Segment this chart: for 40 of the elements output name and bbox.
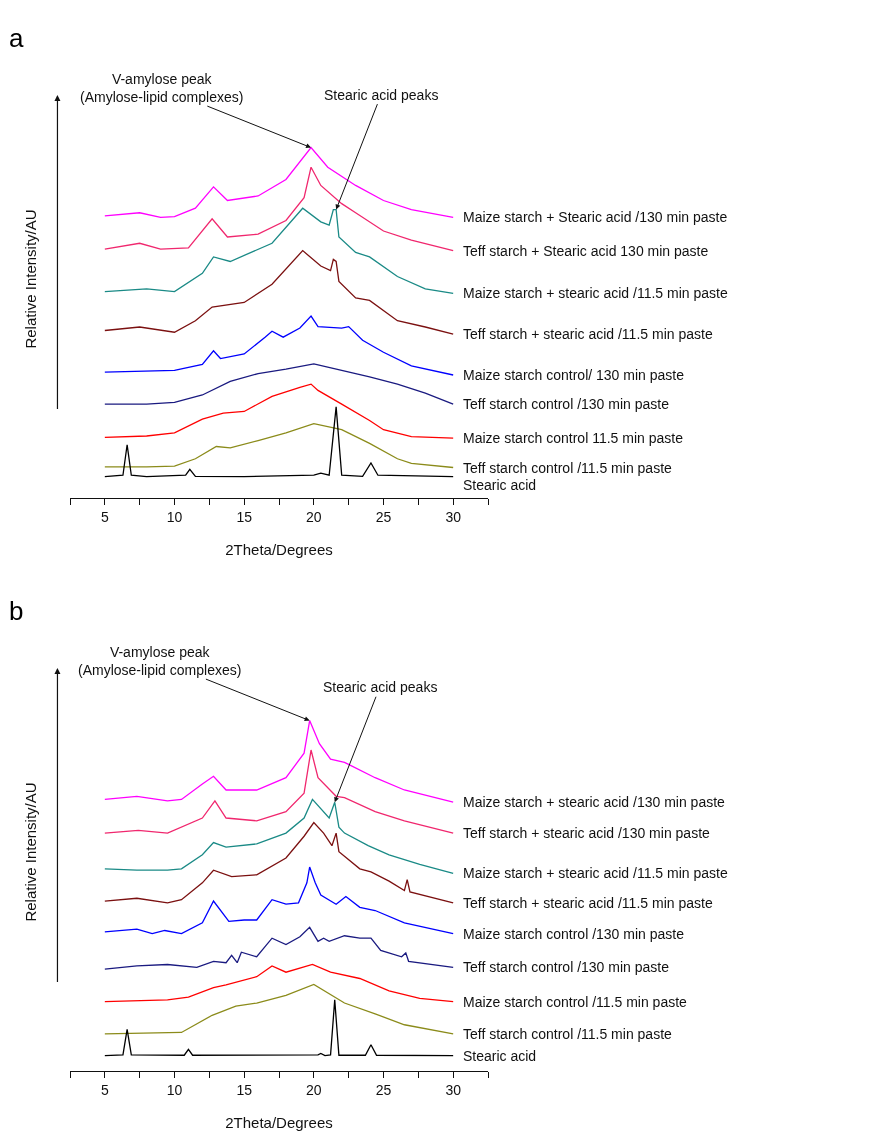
series-label: Teff starch + stearic acid /11.5 min paste (463, 895, 713, 911)
x-axis-title: 2Theta/Degrees (225, 1113, 333, 1131)
series-label: Maize starch + Stearic acid /130 min paste (463, 209, 728, 225)
series-label: Stearic acid (463, 1048, 537, 1064)
chart-title: a (8, 22, 24, 53)
series-label: Stearic acid (463, 477, 537, 493)
series-label: Maize starch control /130 min paste (463, 926, 685, 942)
x-tick-label: 20 (306, 1081, 322, 1098)
x-tick-label: 5 (100, 508, 109, 525)
x-tick-label: 10 (166, 1081, 183, 1098)
y-axis-title: Relative Intensity/AU (22, 209, 40, 349)
chart-title: b (8, 595, 24, 626)
series-label: Maize starch control/ 130 min paste (463, 367, 685, 383)
x-tick-label: 25 (375, 508, 392, 525)
series-label: Teff starch control /130 min paste (463, 396, 670, 412)
x-tick-label: 5 (100, 1081, 109, 1098)
x-tick-label: 15 (236, 1081, 253, 1098)
series-label: Maize starch + stearic acid /11.5 min paste (463, 285, 728, 301)
annotation: V-amylose peak (Amylose-lipid complexes) (80, 71, 244, 106)
x-axis-title: 2Theta/Degrees (225, 540, 333, 558)
series-label: Teff starch control /11.5 min paste (463, 460, 673, 476)
annotation: Stearic acid peaks (324, 87, 439, 103)
annotation: Stearic acid peaks (323, 679, 438, 695)
x-tick-label: 30 (445, 508, 462, 525)
series-label: Maize starch control 11.5 min paste (463, 430, 684, 446)
x-tick-label: 10 (166, 508, 183, 525)
series-label: Maize starch + stearic acid /11.5 min paste (463, 865, 728, 881)
annotation: V-amylose peak (Amylose-lipid complexes) (78, 644, 242, 679)
series-label: Teff starch control /11.5 min paste (463, 1026, 673, 1042)
series-label: Teff starch control /130 min paste (463, 959, 670, 975)
x-tick-label: 20 (306, 508, 322, 525)
series-label: Teff starch + stearic acid /11.5 min paste (463, 326, 713, 342)
y-axis-title: Relative Intensity/AU (22, 782, 40, 922)
series-label: Teff starch + stearic acid /130 min paste (463, 825, 711, 841)
x-tick-label: 25 (375, 1081, 392, 1098)
x-tick-label: 15 (236, 508, 253, 525)
x-tick-label: 30 (445, 1081, 462, 1098)
series-label: Maize starch + stearic acid /130 min paste (463, 794, 726, 810)
series-label: Teff starch + Stearic acid 130 min paste (463, 243, 709, 259)
series-label: Maize starch control /11.5 min paste (463, 994, 688, 1010)
